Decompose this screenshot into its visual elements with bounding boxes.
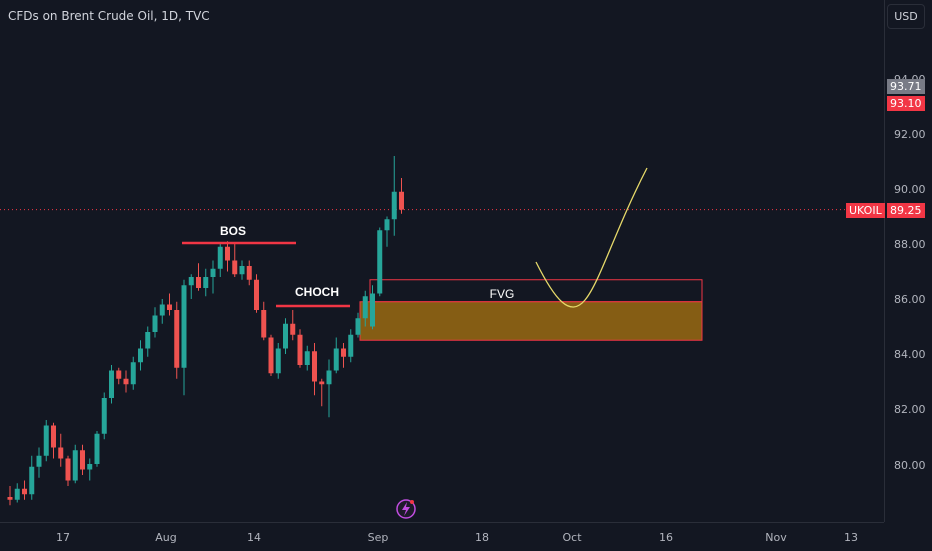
bos-label: BOS	[220, 224, 246, 238]
candle-body	[268, 337, 274, 374]
candle-body	[51, 425, 56, 448]
candle-body	[377, 230, 383, 294]
candle-body	[341, 348, 346, 357]
candle-body	[159, 304, 165, 316]
order-block-zone	[359, 301, 703, 341]
candle-body	[370, 293, 375, 327]
candle-body	[283, 323, 288, 349]
time-tick: Sep	[367, 531, 389, 544]
notification-dot	[410, 500, 414, 504]
candlestick-chart[interactable]: BOS CHOCH FVG	[0, 0, 884, 522]
candle-body	[80, 450, 85, 470]
candle-body	[65, 458, 71, 481]
candle-body	[275, 348, 281, 374]
candle-body	[399, 191, 404, 210]
candle-body	[43, 425, 49, 456]
price-tick: 82.00	[894, 403, 926, 416]
candle-body	[138, 348, 143, 363]
candle-body	[304, 351, 310, 365]
candle-body	[72, 450, 78, 481]
candle-body	[362, 296, 368, 319]
last-price-tag: 89.25	[887, 203, 925, 218]
time-tick: 14	[247, 531, 261, 544]
candle-body	[116, 370, 122, 379]
time-tick: 16	[659, 531, 673, 544]
time-tick: Nov	[765, 531, 787, 544]
fvg-zone	[369, 279, 703, 303]
price-tag-prev: 93.10	[887, 96, 925, 111]
time-tick: 18	[475, 531, 489, 544]
projection-curve	[535, 167, 648, 308]
symbol-tag: UKOIL	[846, 203, 885, 218]
candle-body	[109, 370, 114, 398]
candle-body	[217, 246, 223, 269]
price-tick: 80.00	[894, 459, 926, 472]
candle-body	[14, 488, 20, 500]
candle-body	[145, 332, 151, 349]
time-tick: Aug	[155, 531, 177, 544]
time-scale[interactable]	[0, 522, 884, 551]
price-tick: 88.00	[894, 238, 926, 251]
time-tick: Oct	[562, 531, 582, 544]
candle-body	[130, 362, 136, 385]
candle-body	[196, 277, 201, 288]
candle-body	[101, 398, 107, 434]
candle-body	[239, 266, 245, 275]
candle-body	[87, 464, 93, 470]
candle-body	[261, 310, 267, 338]
candle-body	[391, 191, 397, 220]
candle-body	[174, 310, 180, 368]
candle-body	[58, 447, 64, 459]
chart-title: CFDs on Brent Crude Oil, 1D, TVC	[8, 9, 210, 23]
price-tick: 90.00	[894, 183, 926, 196]
candle-body	[246, 266, 252, 280]
candle-body	[7, 497, 13, 500]
fvg-label: FVG	[490, 287, 515, 301]
choch-label: CHOCH	[295, 285, 339, 299]
candle-body	[355, 318, 361, 335]
candle-body	[123, 378, 129, 385]
candle-body	[152, 315, 158, 332]
candle-body	[290, 323, 296, 335]
candle-body	[312, 351, 317, 382]
price-tick: 84.00	[894, 348, 926, 361]
candle-body	[319, 381, 325, 385]
price-tag-high: 93.71	[887, 79, 925, 94]
time-tick: 17	[56, 531, 70, 544]
time-tick: 13	[844, 531, 858, 544]
candle-body	[167, 304, 172, 310]
candle-body	[297, 334, 303, 365]
candle-body	[188, 277, 194, 286]
price-tick: 86.00	[894, 293, 926, 306]
candle-body	[94, 433, 100, 464]
candle-body	[36, 455, 42, 467]
currency-button[interactable]: USD	[887, 4, 925, 29]
candle-body	[181, 285, 187, 368]
candle-body	[22, 488, 27, 495]
candle-body	[210, 268, 216, 277]
candle-body	[384, 219, 390, 231]
lightning-bolt-icon	[402, 502, 410, 516]
candle-body	[203, 277, 209, 288]
price-scale[interactable]	[884, 0, 932, 522]
candle-body	[232, 260, 238, 275]
price-tick: 92.00	[894, 128, 926, 141]
candle-body	[326, 370, 332, 385]
candle-body	[29, 466, 35, 495]
candle-body	[254, 279, 259, 310]
candle-body	[225, 246, 230, 261]
candle-body	[348, 334, 354, 357]
candle-body	[333, 348, 339, 371]
